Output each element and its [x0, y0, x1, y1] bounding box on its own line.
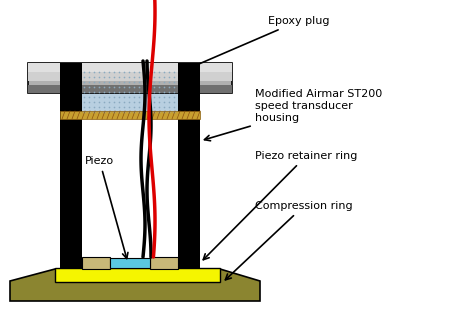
Bar	[28, 85, 232, 93]
Bar	[110, 258, 150, 268]
Bar	[28, 72, 232, 81]
Bar	[82, 257, 110, 269]
Bar	[82, 66, 178, 114]
Bar	[55, 268, 220, 282]
Bar	[28, 63, 232, 93]
Text: Compression ring: Compression ring	[225, 201, 353, 280]
Text: Piezo retainer ring: Piezo retainer ring	[203, 151, 357, 260]
Text: Piezo: Piezo	[85, 156, 128, 258]
Bar	[150, 257, 178, 269]
Text: Modified Airmar ST200
speed transducer
housing: Modified Airmar ST200 speed transducer h…	[204, 89, 382, 141]
Bar	[60, 74, 82, 269]
Bar	[28, 63, 232, 73]
Bar	[60, 111, 200, 119]
Bar	[60, 63, 82, 93]
Polygon shape	[10, 269, 260, 301]
Bar	[178, 63, 200, 93]
Bar	[178, 74, 200, 269]
Text: Epoxy plug: Epoxy plug	[182, 16, 329, 72]
